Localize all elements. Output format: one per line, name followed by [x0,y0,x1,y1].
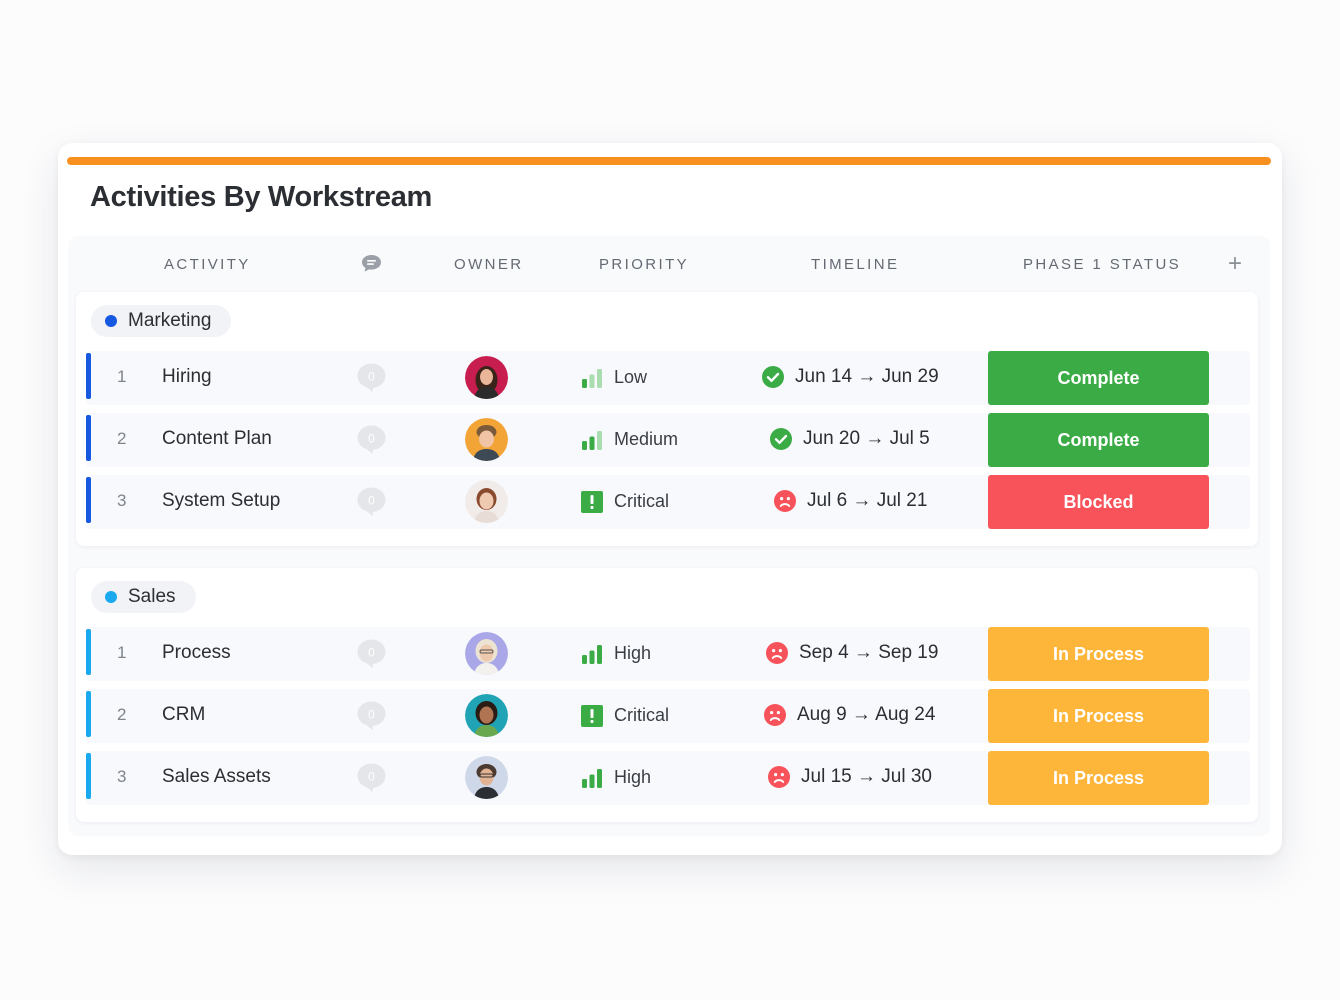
exclamation-icon [581,491,603,513]
row-number: 3 [117,767,127,786]
table-row[interactable]: 3 Sales Assets 0 High Jul 15 → Jul 30 In… [86,751,1250,805]
table-row[interactable]: 2 CRM 0 Critical Aug 9 → Aug 24 In Proce… [86,689,1250,743]
activity-name[interactable]: System Setup [162,490,281,511]
row-color-stripe [86,477,91,523]
group-chip-sales[interactable]: Sales [91,581,196,613]
column-header-phase1-status[interactable]: PHASE 1 STATUS [1023,256,1182,273]
priority-label: Critical [614,491,670,511]
activity-name[interactable]: CRM [162,704,206,725]
signal-bars-icon [582,369,602,388]
table-row[interactable]: 1 Process 0 High Sep 4 → Sep 19 In Proce… [86,627,1250,681]
table-row[interactable]: 3 System Setup 0 Critical Jul 6 → Jul 21… [86,475,1250,529]
sad-face-icon [764,704,786,726]
sad-face-icon [766,642,788,664]
priority-label: High [614,643,652,663]
row-color-stripe [86,691,91,737]
comment-count: 0 [368,370,375,384]
owner-avatar[interactable] [465,632,508,675]
column-header-timeline[interactable]: TIMELINE [811,256,900,273]
row-number: 1 [117,367,127,386]
group-chip-marketing[interactable]: Marketing [91,305,232,337]
status-badge[interactable]: Complete [988,351,1209,405]
timeline-dates: Jun 14 → Jun 29 [795,366,939,387]
add-column-button[interactable]: + [1227,250,1242,277]
timeline-dates: Jun 20 → Jul 5 [803,428,930,449]
comment-count-icon[interactable]: 0 [356,762,387,793]
timeline[interactable]: Jul 15 → Jul 30 [768,766,932,788]
timeline-dates: Jul 15 → Jul 30 [801,766,932,787]
sad-face-icon [768,766,790,788]
timeline-dates: Aug 9 → Aug 24 [797,704,936,725]
comment-count: 0 [368,708,375,722]
row-color-stripe [86,415,91,461]
table-row[interactable]: 2 Content Plan 0 Medium Jun 20 → Jul 5 C… [86,413,1250,467]
comment-count-icon[interactable]: 0 [356,486,387,517]
row-color-stripe [86,629,91,675]
column-header-priority[interactable]: PRIORITY [599,256,690,273]
status-badge[interactable]: Complete [988,413,1209,467]
row-color-stripe [86,353,91,399]
comment-icon[interactable] [361,254,382,273]
timeline[interactable]: Jun 14 → Jun 29 [762,366,939,388]
comment-count-icon[interactable]: 0 [356,424,387,455]
row-number: 3 [117,491,127,510]
activity-name[interactable]: Sales Assets [162,766,271,787]
timeline[interactable]: Jun 20 → Jul 5 [770,428,930,450]
column-header-activity[interactable]: ACTIVITY [164,256,251,273]
owner-avatar[interactable] [465,356,508,399]
priority-label: High [614,767,652,787]
priority-label: Low [614,367,648,387]
timeline-dates: Sep 4 → Sep 19 [799,642,939,663]
timeline[interactable]: Sep 4 → Sep 19 [766,642,938,664]
sad-face-icon [774,490,796,512]
page-title: Activities By Workstream [90,181,433,213]
table-row[interactable]: 1 Hiring 0 Low Jun 14 → Jun 29 Complete [86,351,1250,405]
owner-avatar[interactable] [465,480,508,523]
timeline-dates: Jul 6 → Jul 21 [807,490,928,511]
exclamation-icon [581,705,603,727]
signal-bars-icon [582,645,602,664]
comment-count-icon[interactable]: 0 [356,638,387,669]
status-badge[interactable]: Blocked [988,475,1209,529]
activity-name[interactable]: Process [162,642,231,663]
signal-bars-icon [582,431,602,450]
signal-bars-icon [582,769,602,788]
group-dot-icon [105,591,117,603]
priority-label: Medium [614,429,679,449]
comment-count: 0 [368,770,375,784]
status-badge[interactable]: In Process [988,689,1209,743]
card-accent-bar [67,157,1271,165]
row-number: 1 [117,643,127,662]
row-number: 2 [117,705,127,724]
check-circle-icon [770,428,792,450]
activity-name[interactable]: Hiring [162,366,212,387]
status-badge[interactable]: In Process [988,627,1209,681]
group-dot-icon [105,315,117,327]
comment-count: 0 [368,432,375,446]
timeline[interactable]: Jul 6 → Jul 21 [774,490,927,512]
row-color-stripe [86,753,91,799]
owner-avatar[interactable] [465,694,508,737]
comment-count-icon[interactable]: 0 [356,700,387,731]
status-badge[interactable]: In Process [988,751,1209,805]
priority-label: Critical [614,705,670,725]
activity-name[interactable]: Content Plan [162,428,272,449]
column-header-owner[interactable]: OWNER [454,256,524,273]
comment-count-icon[interactable]: 0 [356,362,387,393]
comment-count: 0 [368,646,375,660]
check-circle-icon [762,366,784,388]
row-number: 2 [117,429,127,448]
owner-avatar[interactable] [465,418,508,461]
timeline[interactable]: Aug 9 → Aug 24 [764,704,935,726]
owner-avatar[interactable] [465,756,508,799]
group-name: Marketing [128,310,212,331]
comment-count: 0 [368,494,375,508]
group-name: Sales [128,586,176,607]
